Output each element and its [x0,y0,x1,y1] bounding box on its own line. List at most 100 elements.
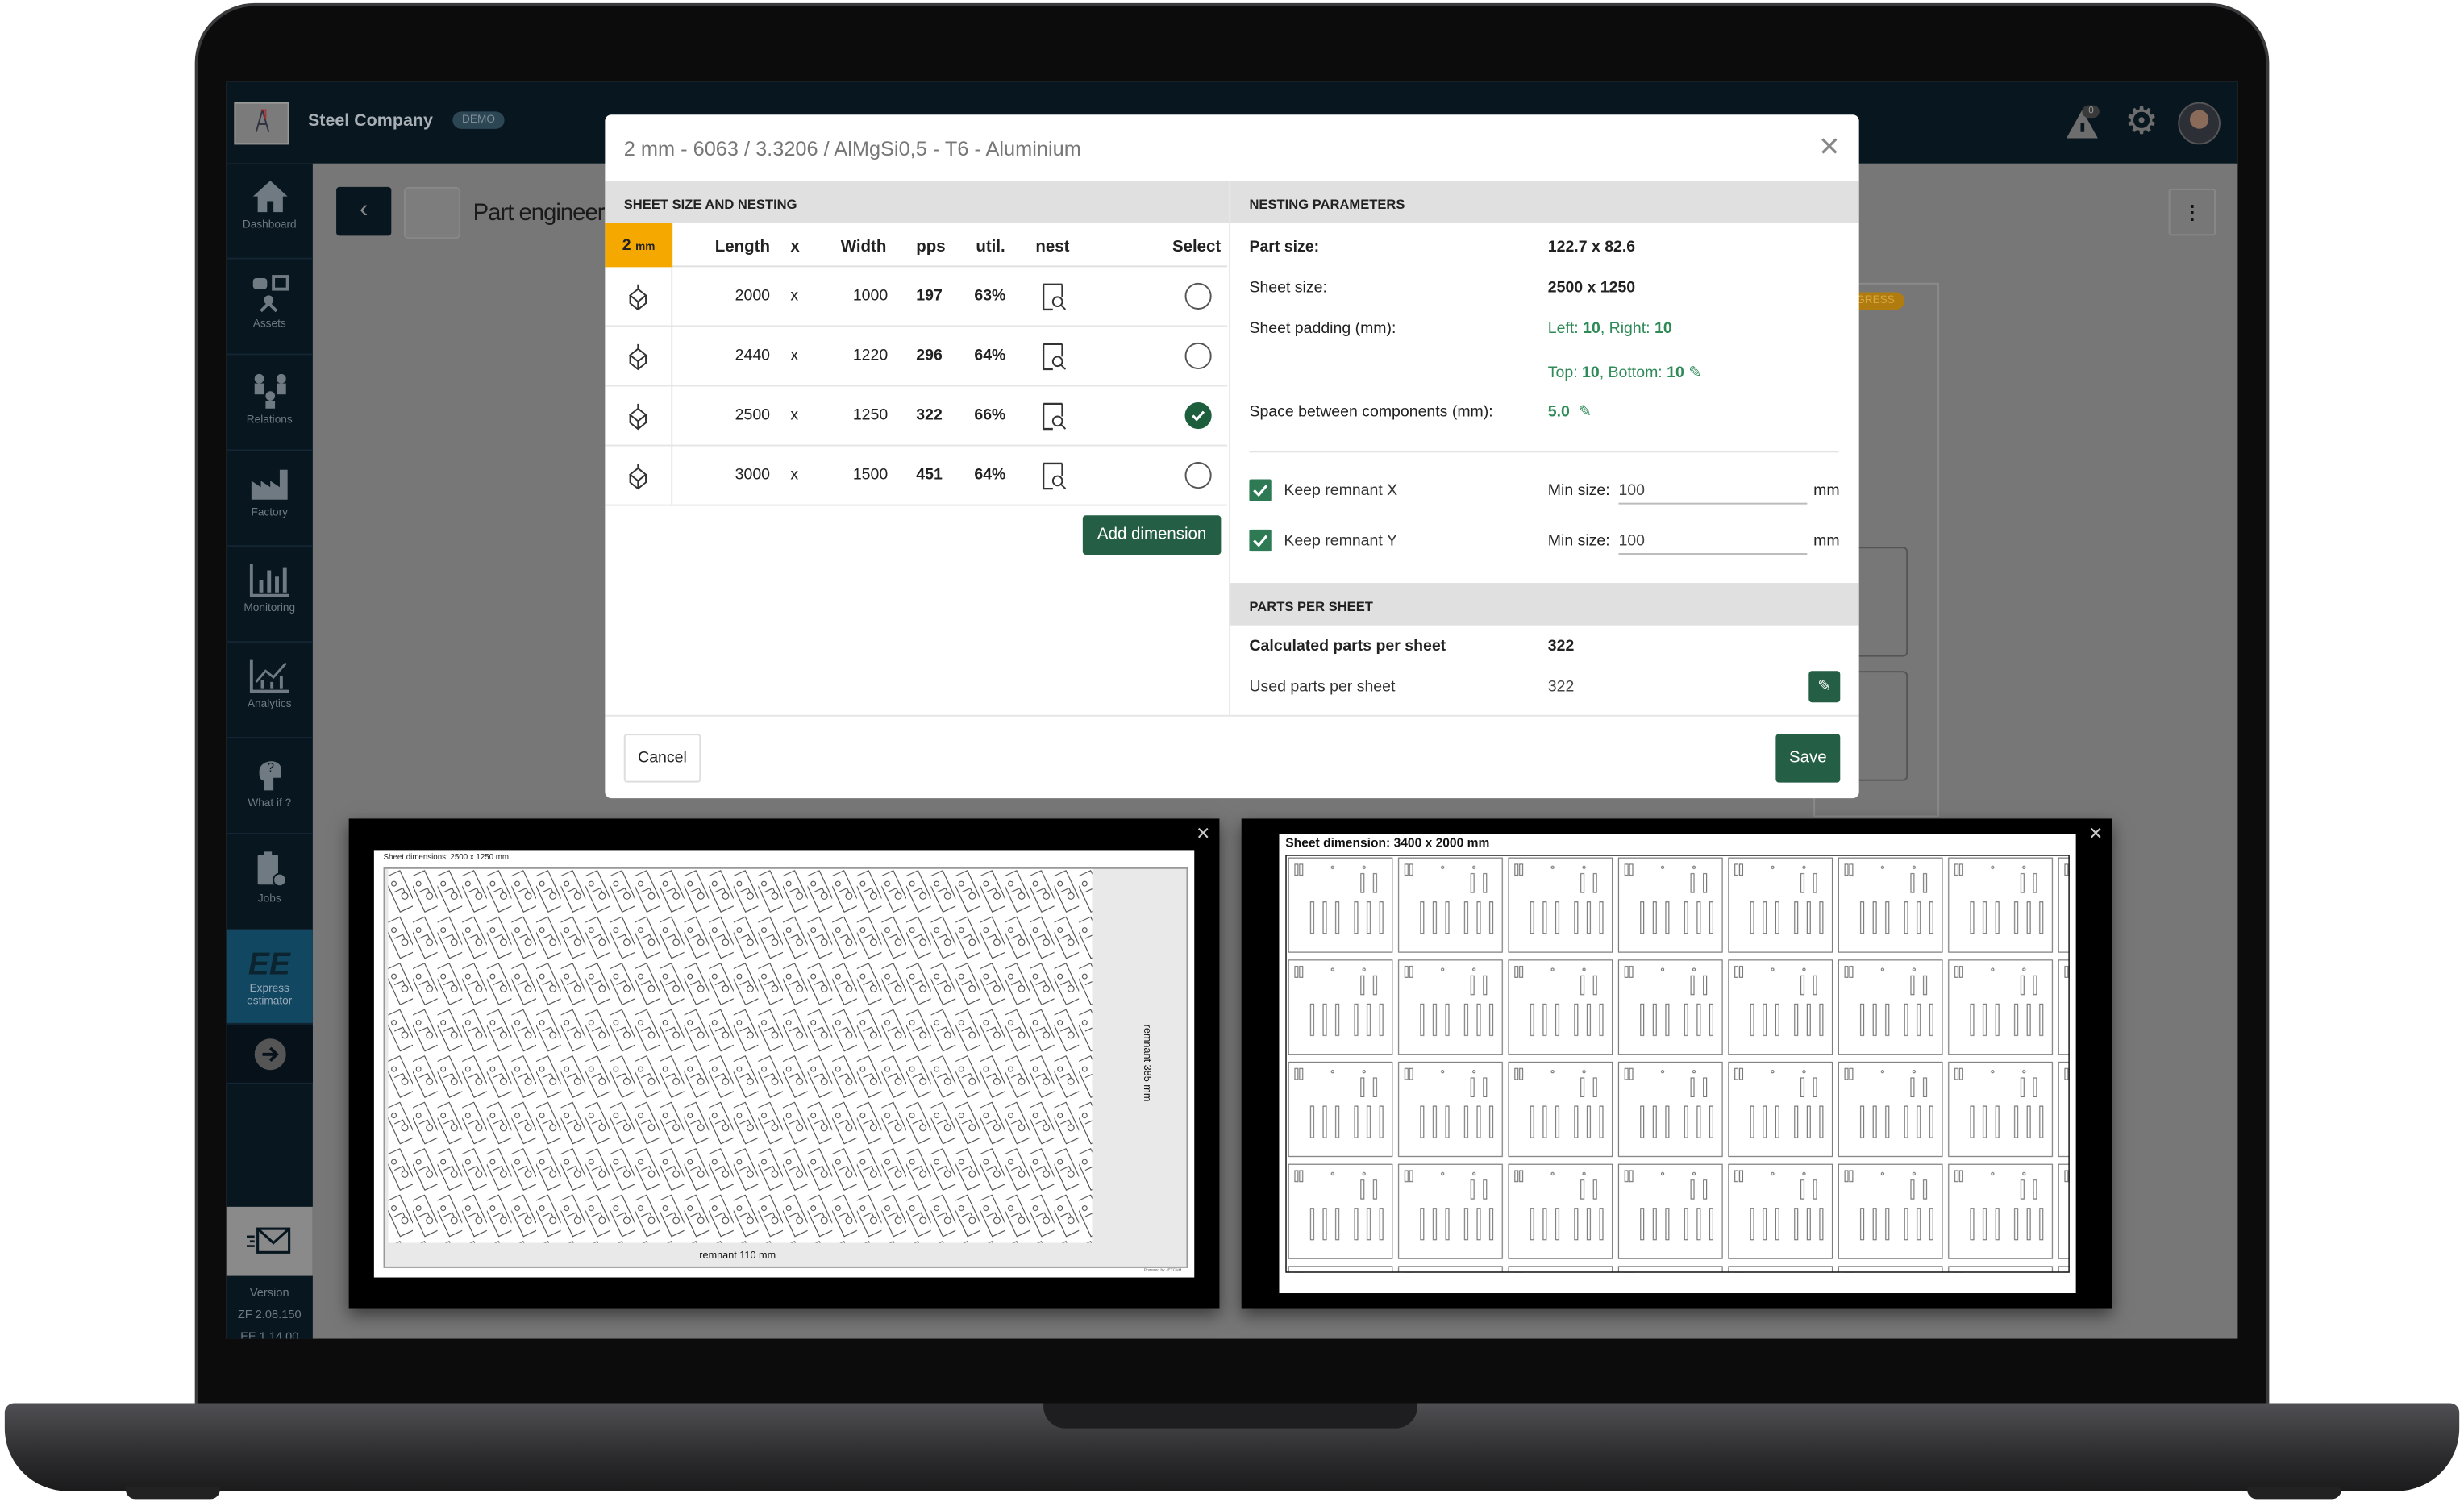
sidebar-label: Jobs [257,893,281,905]
sidebar-expand-button[interactable] [226,1024,313,1084]
part-size-label: Part size: [1249,239,1320,256]
svg-text:?: ? [266,761,273,775]
laptop-foot [2247,1486,2342,1500]
table-row[interactable]: 2440 x 1220 296 64% [605,327,1228,387]
version-zf: ZF 2.08.150 [237,1307,302,1322]
table-row[interactable]: 2500 x 1250 322 66% [605,386,1228,447]
used-parts-label: Used parts per sheet [1249,678,1396,697]
util-cell: 64% [974,466,1006,485]
nest-preview-icon[interactable] [1038,462,1067,495]
sidebar-item-monitoring[interactable]: Monitoring [226,547,313,643]
table-row[interactable]: 2000 x 1000 197 63% [605,267,1228,327]
more-options-button[interactable]: ⋮ [2168,188,2216,236]
calculated-parts-label: Calculated parts per sheet [1249,638,1446,655]
close-icon[interactable]: ✕ [2088,825,2104,844]
padding-right-value: 10 [1654,320,1672,339]
thickness-cell: 2 mm [605,223,673,268]
nesting-dialog: 2 mm - 6063 / 3.3206 / AlMgSi0,5 - T6 - … [605,114,1859,799]
padding-bottom-value: 10 [1667,364,1684,382]
close-icon[interactable]: ✕ [1817,131,1841,162]
nest-preview-icon[interactable] [1038,283,1067,316]
cancel-button[interactable]: Cancel [623,734,701,783]
select-radio[interactable] [1184,342,1212,370]
min-size-x-input[interactable]: 100 [1618,482,1808,505]
edit-used-parts-button[interactable]: ✎ [1808,671,1841,703]
sheet-size-value: 2500 x 1250 [1547,279,1636,297]
sidebar-item-what-if[interactable]: ? What if ? [226,738,313,834]
laptop-notch [1043,1403,1417,1429]
space-label: Space between components (mm): [1249,403,1493,422]
sidebar-item-assets[interactable]: Assets [226,260,313,356]
sheet-size-panel: SHEET SIZE AND NESTING 2 mm Length x Wid… [605,181,1231,715]
sheet-title: Sheet dimensions: 2500 x 1250 mm [383,853,510,863]
sheet-icon [605,267,673,326]
close-icon[interactable]: ✕ [1196,825,1211,844]
col-util: util. [976,237,1005,256]
part-thumbnail [403,186,461,239]
user-avatar[interactable] [2178,102,2221,145]
home-icon [252,181,287,213]
keep-remnant-x-checkbox[interactable] [1249,479,1272,501]
sidebar-item-analytics[interactable]: Analytics [226,643,313,739]
pps-cell: 451 [916,466,943,485]
keep-remnant-y-label: Keep remnant Y [1284,532,1397,551]
sidebar-item-relations[interactable]: Relations [226,355,313,451]
sheet-icon [605,446,673,505]
sidebar-label: Factory [251,507,289,519]
relations-icon [253,373,285,409]
edit-space-icon[interactable]: ✎ [1578,403,1592,422]
min-size-y-input[interactable]: 100 [1618,533,1808,555]
padding-left-right[interactable]: Left: 10, Right: 10 [1547,320,1672,339]
length-cell: 3000 [735,466,771,485]
padding-top-bottom[interactable]: Top: 10, Bottom: 10 ✎ [1547,364,1702,382]
select-radio[interactable] [1184,401,1212,430]
nest-preview-icon[interactable] [1038,402,1067,435]
thickness-unit: mm [635,242,656,253]
save-button[interactable]: Save [1775,734,1841,783]
section-header: PARTS PER SHEET [1230,583,1859,626]
sidebar-item-factory[interactable]: Factory [226,451,313,547]
jobs-icon [256,851,286,888]
sidebar-item-jobs[interactable]: Jobs [226,834,313,930]
add-dimension-button[interactable]: Add dimension [1082,515,1222,555]
select-radio[interactable] [1184,282,1212,310]
x-cell: x [790,406,799,425]
min-size-x-unit: mm [1813,482,1840,500]
table-header: 2 mm Length x Width pps util. nest Selec… [605,223,1228,268]
table-row[interactable]: 3000 x 1500 451 64% [605,446,1228,506]
footer-divider [605,714,1859,717]
keep-remnant-y-checkbox[interactable] [1249,529,1272,552]
settings-gear-icon[interactable]: ⚙ [2125,100,2158,144]
nest-preview-right: ✕ Sheet dimension: 3400 x 2000 mm [1241,818,2112,1309]
version-ee: EE 1.14.00 [240,1329,299,1339]
col-width: Width [840,237,887,256]
col-pps: pps [916,237,946,256]
x-cell: x [790,347,799,365]
keep-remnant-x-label: Keep remnant X [1284,482,1398,500]
dialog-title: 2 mm - 6063 / 3.3206 / AlMgSi0,5 - T6 - … [623,136,1081,160]
nest-preview-icon[interactable] [1038,343,1067,376]
demo-badge: DEMO [452,111,505,129]
sheet-icon [605,386,673,445]
sidebar-item-dashboard[interactable]: Dashboard [226,164,313,260]
edit-padding-icon[interactable]: ✎ [1688,364,1702,382]
company-logo[interactable] [234,102,289,145]
analytics-icon [248,659,289,693]
back-button[interactable]: ‹ [336,186,392,236]
divider [1249,451,1839,453]
length-cell: 2440 [735,347,771,365]
min-size-x-label: Min size: [1547,482,1610,500]
nesting-parameters-panel: NESTING PARAMETERS Part size: 122.7 x 82… [1230,181,1859,715]
sidebar-item-express-estimator[interactable]: EE Express estimator [226,930,313,1025]
alert-icon[interactable]: 0 [2066,105,2101,139]
space-value[interactable]: 5.0 ✎ [1548,404,1592,421]
sidebar-label: Assets [252,318,286,331]
col-nest: nest [1035,237,1070,256]
laptop-foot [125,1486,220,1500]
feedback-mail-button[interactable] [226,1206,313,1276]
util-cell: 66% [974,406,1006,425]
sheet-table: 2 mm Length x Width pps util. nest Selec… [605,223,1230,538]
select-radio[interactable] [1184,462,1212,489]
nested-parts [388,868,1093,1243]
what-if-icon: ? [258,761,281,791]
